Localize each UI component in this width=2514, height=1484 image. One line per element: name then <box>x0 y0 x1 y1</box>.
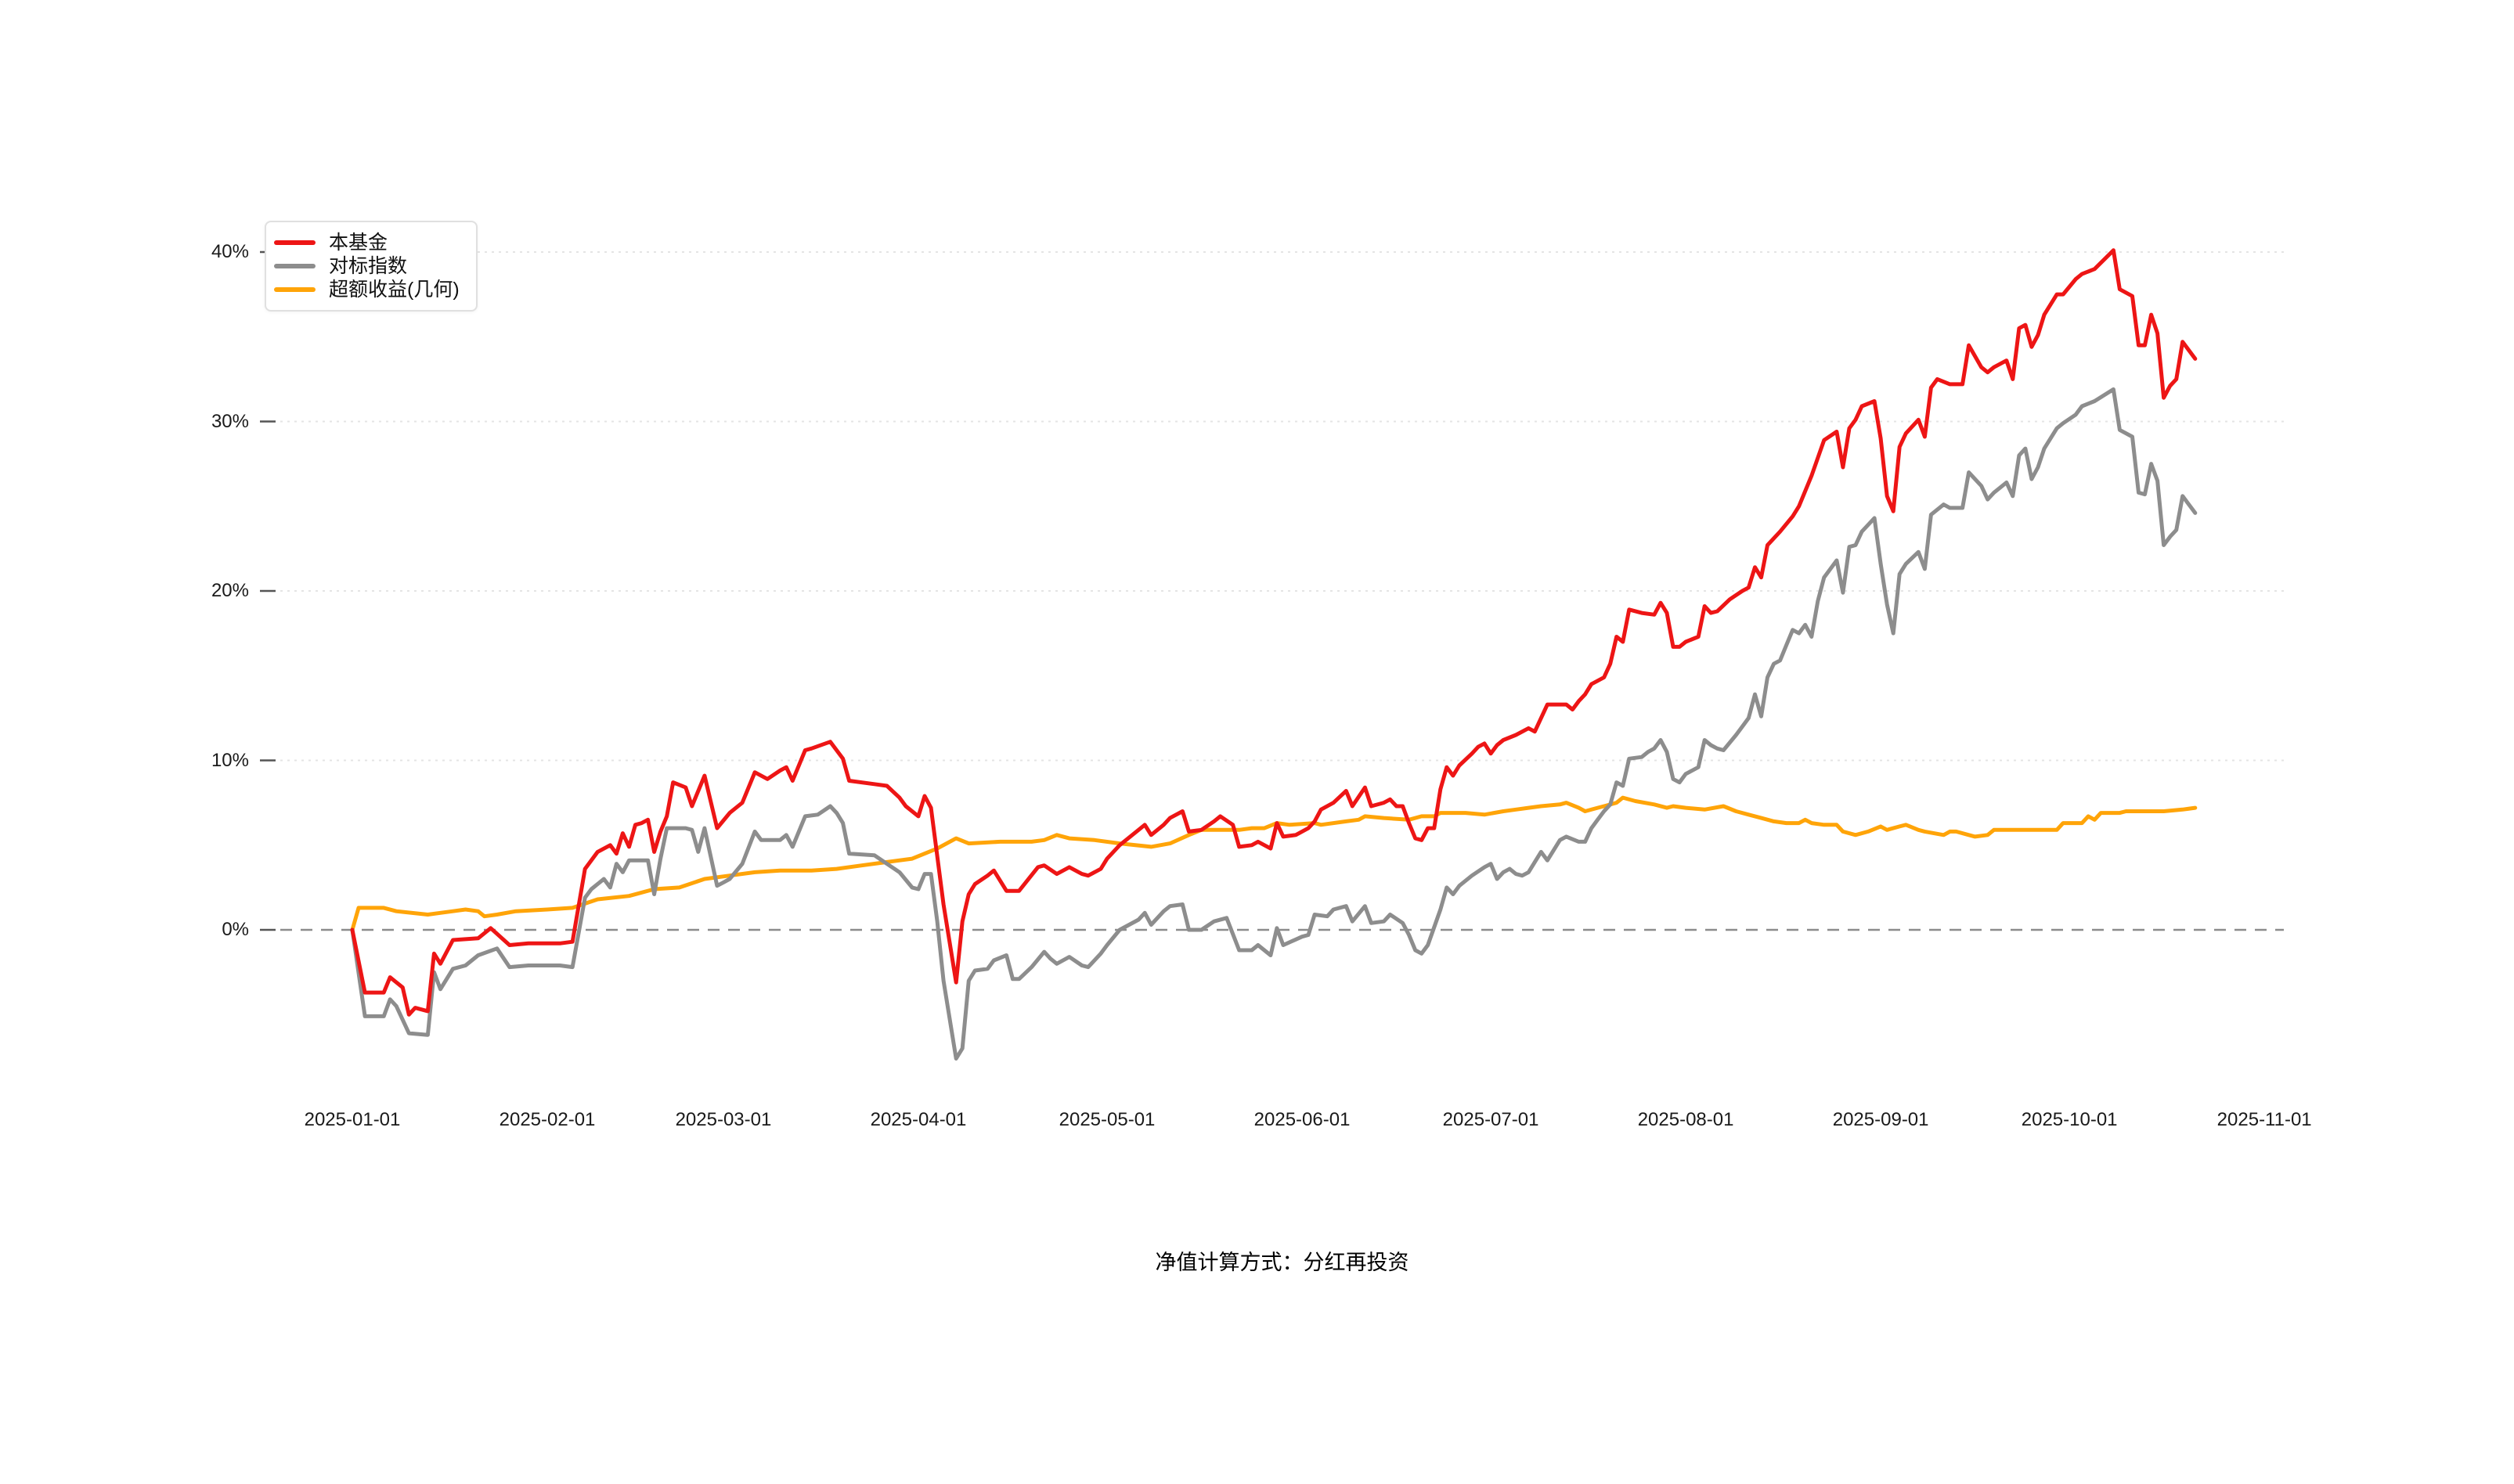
legend-line-swatch <box>274 287 316 292</box>
x-axis-label-2025-04-01: 2025-04-01 <box>870 1109 967 1130</box>
x-axis-label-2025-05-01: 2025-05-01 <box>1059 1109 1156 1130</box>
x-axis-label-2025-06-01: 2025-06-01 <box>1253 1109 1351 1130</box>
legend-item-0[interactable]: 本基金 <box>274 232 468 254</box>
legend-line-swatch <box>274 264 316 268</box>
series-line-benchmark <box>350 387 2198 1061</box>
x-axis-label-2025-07-01: 2025-07-01 <box>1442 1109 1539 1130</box>
legend-item-2[interactable]: 超额收益(几何) <box>274 279 468 301</box>
x-axis-label-2025-10-01: 2025-10-01 <box>2021 1109 2118 1130</box>
x-axis-label-2025-09-01: 2025-09-01 <box>1832 1109 1929 1130</box>
y-axis-label-10%: 10% <box>211 749 249 771</box>
legend: 本基金 对标指数 超额收益(几何) <box>265 221 478 312</box>
x-axis-label-2025-11-01: 2025-11-01 <box>2216 1109 2312 1130</box>
nav-calculation-note: 净值计算方式：分红再投资 <box>1155 1251 1409 1274</box>
y-axis-label-40%: 40% <box>211 241 249 262</box>
legend-item-1[interactable]: 对标指数 <box>274 255 468 277</box>
x-axis-label-2025-01-01: 2025-01-01 <box>304 1109 401 1130</box>
y-axis-label-20%: 20% <box>211 580 249 601</box>
x-axis-label-2025-03-01: 2025-03-01 <box>675 1109 772 1130</box>
legend-item-label: 本基金 <box>329 231 388 254</box>
y-axis-label-30%: 30% <box>211 410 249 432</box>
series-line-fund <box>350 248 2198 1017</box>
y-axis-label-0%: 0% <box>222 919 249 940</box>
x-axis-label-2025-08-01: 2025-08-01 <box>1637 1109 1734 1130</box>
legend-line-swatch <box>274 240 316 245</box>
legend-item-label: 对标指数 <box>329 254 408 277</box>
x-axis-label-2025-02-01: 2025-02-01 <box>499 1109 596 1130</box>
legend-item-label: 超额收益(几何) <box>329 278 460 301</box>
